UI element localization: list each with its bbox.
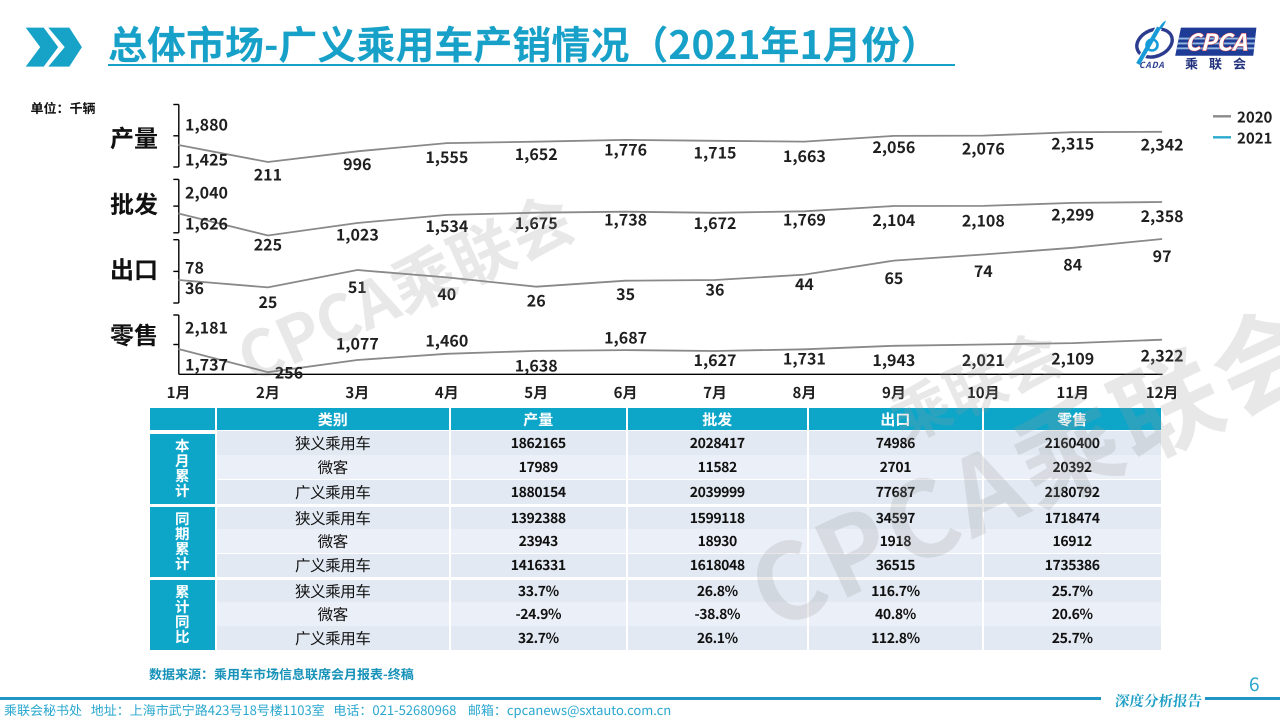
svg-text:1,769: 1,769 [783,207,826,231]
svg-text:1,627: 1,627 [694,347,737,371]
svg-text:97: 97 [1153,243,1172,267]
svg-text:1,652: 1,652 [515,141,558,165]
svg-text:CPCA: CPCA [1185,24,1247,58]
svg-text:1,663: 1,663 [783,143,826,167]
svg-text:1,077: 1,077 [336,331,379,355]
svg-text:26: 26 [527,288,546,312]
svg-text:2月: 2月 [256,382,280,403]
svg-text:CADA: CADA [1139,59,1165,71]
svg-text:225: 225 [254,232,282,256]
svg-text:1,675: 1,675 [515,210,558,234]
svg-text:256: 256 [275,360,303,384]
svg-text:2021: 2021 [1237,127,1272,148]
svg-text:1,737: 1,737 [185,352,228,376]
svg-text:1,425: 1,425 [185,147,228,171]
svg-text:9月: 9月 [882,382,906,403]
svg-text:6月: 6月 [614,382,638,403]
svg-text:2,358: 2,358 [1141,203,1184,227]
svg-text:2,056: 2,056 [872,134,915,158]
svg-text:36: 36 [185,275,204,299]
svg-text:44: 44 [795,271,814,295]
svg-text:1,626: 1,626 [185,211,228,235]
svg-text:1,023: 1,023 [336,222,379,246]
svg-text:8月: 8月 [792,382,816,403]
svg-text:1,715: 1,715 [694,140,737,164]
svg-text:12月: 12月 [1146,382,1179,403]
svg-text:2,109: 2,109 [1051,346,1094,370]
svg-text:零售: 零售 [110,316,158,351]
svg-text:2,299: 2,299 [1051,202,1094,226]
svg-text:1,638: 1,638 [515,353,558,377]
svg-text:1,555: 1,555 [425,144,468,168]
svg-text:2,181: 2,181 [185,315,228,339]
svg-text:996: 996 [343,151,371,175]
svg-text:84: 84 [1063,252,1082,276]
svg-text:1,880: 1,880 [185,112,228,136]
svg-text:2020: 2020 [1237,106,1273,127]
svg-text:3月: 3月 [345,382,369,403]
svg-text:1,943: 1,943 [872,347,915,371]
svg-text:1,738: 1,738 [604,207,647,231]
svg-text:1,687: 1,687 [604,325,647,349]
svg-text:211: 211 [254,162,282,186]
svg-text:1,672: 1,672 [694,210,737,234]
svg-text:2,040: 2,040 [185,180,228,204]
svg-text:2,342: 2,342 [1141,132,1184,156]
svg-text:1,731: 1,731 [783,346,826,370]
svg-text:5月: 5月 [524,382,548,403]
svg-text:36: 36 [706,277,725,301]
svg-text:2,315: 2,315 [1051,130,1094,154]
svg-text:1月: 1月 [167,382,191,403]
svg-text:2,021: 2,021 [962,347,1005,371]
svg-text:1,534: 1,534 [425,213,468,237]
svg-text:1,776: 1,776 [604,137,647,161]
svg-text:65: 65 [884,265,903,289]
svg-text:78: 78 [185,254,204,278]
svg-text:74: 74 [974,258,993,282]
svg-text:10月: 10月 [967,382,1000,403]
svg-text:11月: 11月 [1056,382,1089,403]
svg-text:出口: 出口 [110,251,158,286]
svg-text:产量: 产量 [110,119,158,154]
svg-text:1,460: 1,460 [425,328,468,352]
svg-text:2,322: 2,322 [1141,342,1184,366]
svg-text:51: 51 [348,274,367,298]
svg-text:7月: 7月 [703,382,727,403]
svg-text:25: 25 [258,289,277,313]
svg-text:4月: 4月 [435,382,459,403]
svg-text:2,104: 2,104 [872,207,915,231]
svg-text:2,108: 2,108 [962,207,1005,231]
svg-text:2,076: 2,076 [962,135,1005,159]
svg-text:乘联会: 乘联会 [1185,54,1257,73]
svg-text:35: 35 [616,281,635,305]
svg-text:40: 40 [437,281,456,305]
svg-text:批发: 批发 [110,185,158,220]
